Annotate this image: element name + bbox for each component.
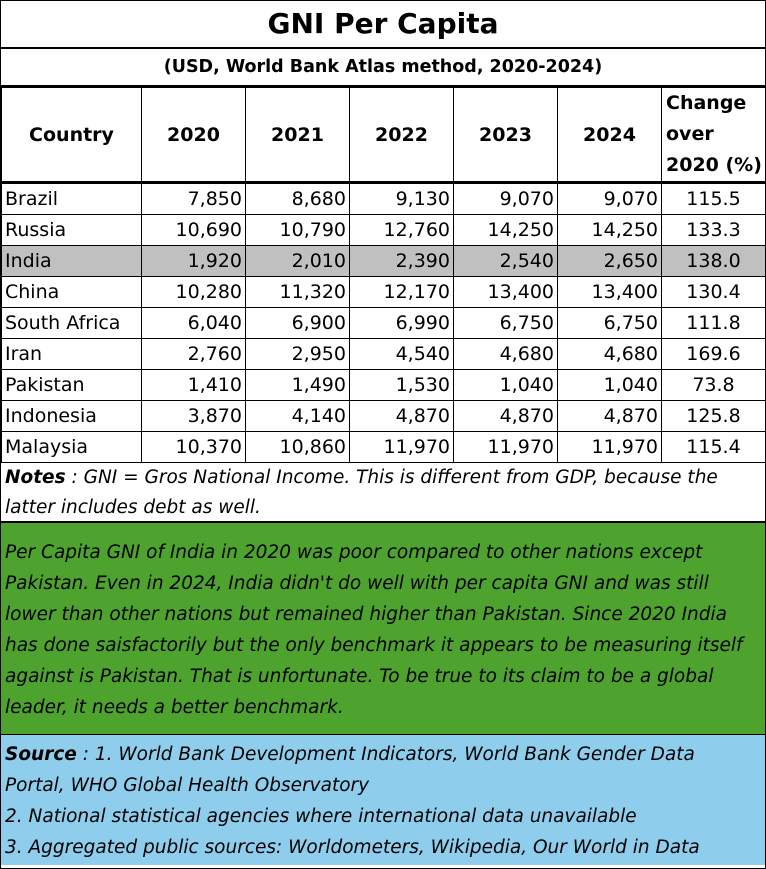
table-row: China 10,280 11,320 12,170 13,400 13,400 130.4	[1, 276, 766, 308]
change-cell: 115.4	[661, 431, 766, 463]
gni-value-cell: 10,860	[245, 431, 350, 463]
column-header-2022: 2022	[349, 87, 454, 184]
source-line: Source : 1. World Bank Development Indic…	[5, 739, 761, 770]
gni-value-cell: 10,690	[141, 214, 246, 246]
country-cell: India	[1, 245, 142, 277]
source-line: 3. Aggregated public sources: Worldomete…	[5, 837, 700, 858]
gni-value-cell: 10,370	[141, 431, 246, 463]
gni-value-cell: 4,870	[557, 400, 662, 432]
gni-value-cell: 14,250	[453, 214, 558, 246]
page-subtitle: (USD, World Bank Atlas method, 2020-2024…	[1, 49, 765, 87]
gni-value-cell: 4,870	[349, 400, 454, 432]
change-header-line: 2020 (%)	[666, 154, 762, 176]
gni-value-cell: 13,400	[557, 276, 662, 308]
gni-value-cell: 11,970	[349, 431, 454, 463]
source-line: 2. National statistical agencies where i…	[5, 806, 637, 827]
table-row: India 1,920 2,010 2,390 2,540 2,650 138.0	[1, 245, 766, 277]
gni-value-cell: 9,130	[349, 182, 454, 215]
gni-value-cell: 6,750	[557, 307, 662, 339]
gni-value-cell: 4,870	[453, 400, 558, 432]
change-cell: 111.8	[661, 307, 766, 339]
gni-value-cell: 2,650	[557, 245, 662, 277]
table-body: Brazil 7,850 8,680 9,130 9,070 9,070 115.5 Russ…	[1, 182, 766, 463]
gni-value-cell: 10,280	[141, 276, 246, 308]
gni-value-cell: 13,400	[453, 276, 558, 308]
gni-value-cell: 11,970	[557, 431, 662, 463]
country-cell: China	[1, 276, 142, 308]
gni-value-cell: 2,390	[349, 245, 454, 277]
column-header-change: Change over 2020 (%)	[661, 87, 766, 184]
table-row: Malaysia 10,370 10,860 11,970 11,970 11,970 11…	[1, 431, 766, 463]
country-cell: Russia	[1, 214, 142, 246]
gni-value-cell: 11,970	[453, 431, 558, 463]
country-cell: Brazil	[1, 182, 142, 215]
change-header-line: over	[666, 123, 714, 145]
gni-value-cell: 1,410	[141, 369, 246, 401]
gni-value-cell: 2,760	[141, 338, 246, 370]
table-header-row: Country 2020 2021 2022 2023 2024 Change …	[1, 87, 766, 184]
gni-value-cell: 10,790	[245, 214, 350, 246]
country-cell: Iran	[1, 338, 142, 370]
gni-value-cell: 12,760	[349, 214, 454, 246]
commentary-box: Per Capita GNI of India in 2020 was poor…	[1, 523, 765, 736]
table-row: Brazil 7,850 8,680 9,130 9,070 9,070 115.5	[1, 182, 766, 215]
gni-value-cell: 4,140	[245, 400, 350, 432]
column-header-2023: 2023	[453, 87, 558, 184]
country-cell: Indonesia	[1, 400, 142, 432]
table-row: Russia 10,690 10,790 12,760 14,250 14,250 133.…	[1, 214, 766, 246]
change-cell: 133.3	[661, 214, 766, 246]
gni-value-cell: 9,070	[557, 182, 662, 215]
gni-value-cell: 3,870	[141, 400, 246, 432]
change-cell: 125.8	[661, 400, 766, 432]
source-line: Portal, WHO Global Health Observatory	[5, 775, 370, 796]
gni-value-cell: 4,680	[557, 338, 662, 370]
country-cell: Pakistan	[1, 369, 142, 401]
change-cell: 130.4	[661, 276, 766, 308]
notes-label: Notes	[5, 467, 66, 488]
gni-value-cell: 1,530	[349, 369, 454, 401]
gni-value-cell: 6,040	[141, 307, 246, 339]
source-line-text: : 1. World Bank Development Indicators, …	[76, 744, 695, 765]
gni-value-cell: 6,750	[453, 307, 558, 339]
change-cell: 169.6	[661, 338, 766, 370]
change-header-line: Change	[666, 92, 747, 114]
gni-value-cell: 2,010	[245, 245, 350, 277]
source-section: Source : 1. World Bank Development Indic…	[1, 735, 765, 865]
gni-value-cell: 7,850	[141, 182, 246, 215]
gni-value-cell: 1,040	[557, 369, 662, 401]
gni-value-cell: 14,250	[557, 214, 662, 246]
gni-value-cell: 2,540	[453, 245, 558, 277]
column-header-2021: 2021	[245, 87, 350, 184]
table-row: Indonesia 3,870 4,140 4,870 4,870 4,870 125.8	[1, 400, 766, 432]
table-row: Iran 2,760 2,950 4,540 4,680 4,680 169.6	[1, 338, 766, 370]
gni-value-cell: 1,490	[245, 369, 350, 401]
country-cell: Malaysia	[1, 431, 142, 463]
gni-value-cell: 8,680	[245, 182, 350, 215]
table-row: Pakistan 1,410 1,490 1,530 1,040 1,040 73.8	[1, 369, 766, 401]
page-title: GNI Per Capita	[1, 1, 765, 49]
column-header-2020: 2020	[141, 87, 246, 184]
gni-value-cell: 11,320	[245, 276, 350, 308]
column-header-2024: 2024	[557, 87, 662, 184]
gni-value-cell: 6,900	[245, 307, 350, 339]
source-label: Source	[5, 744, 77, 765]
table-row: South Africa 6,040 6,900 6,990 6,750 6,750 111…	[1, 307, 766, 339]
gni-value-cell: 4,540	[349, 338, 454, 370]
gni-value-cell: 4,680	[453, 338, 558, 370]
gni-value-cell: 2,950	[245, 338, 350, 370]
gni-value-cell: 1,920	[141, 245, 246, 277]
notes-text: : GNI = Gros National Income. This is di…	[5, 467, 718, 518]
gni-value-cell: 1,040	[453, 369, 558, 401]
gni-value-cell: 12,170	[349, 276, 454, 308]
change-cell: 138.0	[661, 245, 766, 277]
change-cell: 73.8	[661, 369, 766, 401]
change-cell: 115.5	[661, 182, 766, 215]
notes-section: Notes : GNI = Gros National Income. This…	[1, 463, 765, 523]
gni-value-cell: 9,070	[453, 182, 558, 215]
gni-table: Country 2020 2021 2022 2023 2024 Change …	[1, 87, 766, 463]
country-cell: South Africa	[1, 307, 142, 339]
gni-value-cell: 6,990	[349, 307, 454, 339]
column-header-country: Country	[1, 87, 142, 184]
